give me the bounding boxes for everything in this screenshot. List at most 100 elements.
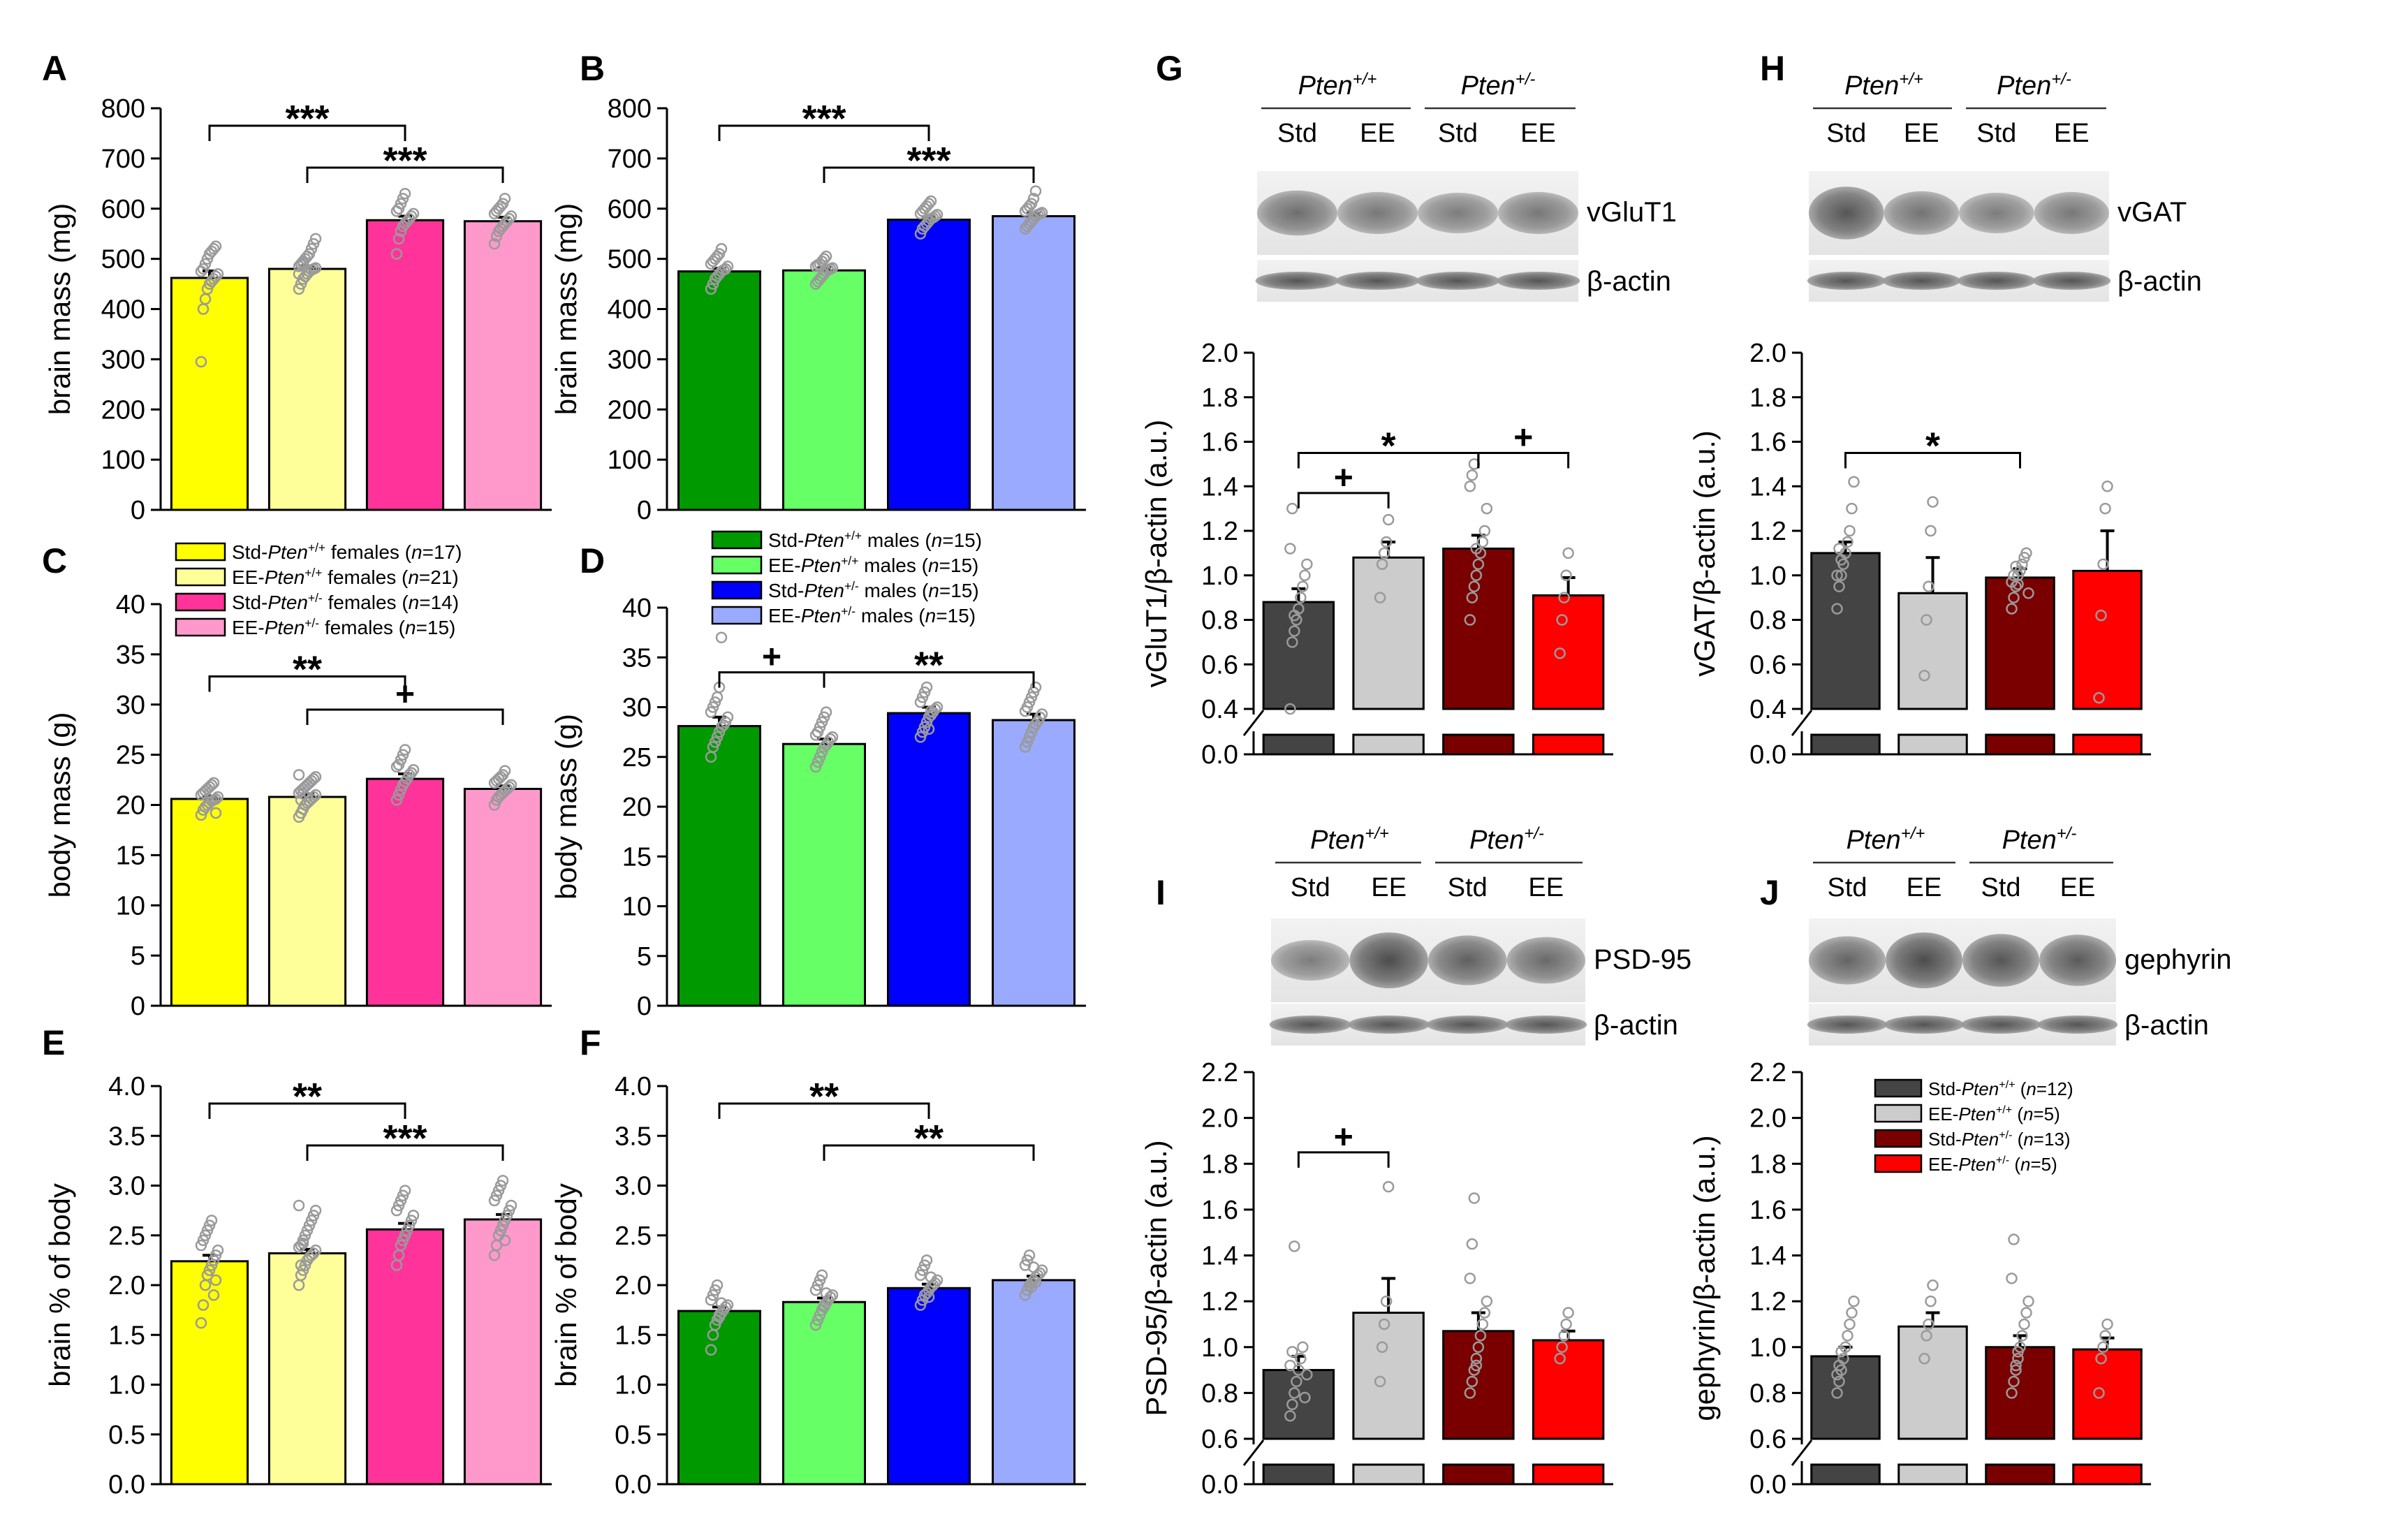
y-tick-label: 0.0 [108,1470,145,1500]
bar [1532,594,1605,710]
legend-entry: EE-Pten+/- (n=5) [1928,1154,2057,1175]
data-point [2016,1330,2028,1342]
y-tick-label: 4.0 [108,1072,145,1101]
data-point [1470,543,1483,555]
legend-swatch [711,580,763,600]
data-point [499,193,511,205]
panel-I: I 0.0 0.6 0.8 1.0 1.2 1.4 1.6 1.8 2.0 2.2 PSD-95/β-… [1140,873,1613,1500]
data-point [920,1254,933,1266]
y-tick-label: 1.4 [1749,472,1786,501]
legend-gene: Pten [267,541,308,563]
data-point [505,779,517,791]
legend-prefix: Std- [1928,1129,1962,1150]
panel-H: H 0.0 0.4 0.6 0.8 1.0 1.2 1.4 1.6 1.8 2.0 vGAT/β-ac… [1688,49,2151,770]
y-tick-label: 1.2 [1201,517,1238,546]
data-point [1289,609,1300,622]
protein-band [1257,190,1337,236]
legend-n-label: n [408,566,419,588]
legend-gene: Pten [1958,1154,1996,1175]
legend-prefix: Std- [768,580,804,601]
y-tick-label: 600 [608,195,652,224]
data-point [1289,1387,1300,1399]
data-point [210,240,222,252]
y-tick-label: 0.0 [1749,740,1786,770]
y-tick-label: 1.0 [615,1371,652,1400]
genotype-name: Pten [1844,71,1899,101]
bar [463,1218,543,1486]
lane-label: EE [2054,119,2090,148]
legend-gene: Pten [1962,1129,1999,1150]
data-point [205,1215,218,1226]
panel-A: A 0 100 200 300 400 500 600 700 800 brain mass (mg… [42,49,552,525]
legend-prefix: EE- [1928,1154,1958,1175]
axis-break-mark [1791,710,1813,736]
legend-n-value: =12) [2036,1078,2073,1099]
legend-entry: Std-Pten+/- females (n=14) [232,591,459,613]
y-tick-label: 1.8 [1749,383,1786,413]
y-tick-label: 2.5 [108,1222,145,1251]
significance-bracket [718,124,930,141]
data-point [1378,1318,1390,1331]
genotype-header: Pten+/- [1997,70,2071,101]
bar [365,219,445,511]
data-point [820,1287,832,1299]
blots-layer: Pten+/+ Pten+/-Std EE Std EEvGluT1β-actinPte… [1255,70,2231,1046]
data-point [1925,1295,1937,1307]
bar-base [1442,733,1515,756]
bar-base [1442,1463,1515,1486]
y-axis-title: brain % of body [43,1183,76,1387]
data-point [1466,592,1478,603]
legend-suffix: females ( [322,566,409,588]
y-tick-label: 40 [116,590,145,620]
data-point [1374,1375,1386,1388]
data-point [1284,1359,1296,1372]
data-point [1293,1364,1305,1376]
axis-break-mark [1242,1439,1265,1466]
significance-label: ** [914,645,944,687]
data-point [307,772,320,785]
bar-base [1262,733,1335,756]
y-tick-label: 1.5 [108,1321,145,1350]
data-point [929,210,941,222]
significance-bracket [306,166,504,183]
y-tick-label: 0.6 [1201,650,1238,680]
data-point [407,763,420,776]
y-tick-label: 25 [622,743,652,772]
data-point [1376,1341,1388,1353]
data-point [1476,536,1489,548]
significance-label: ** [914,1118,944,1159]
legends-layer: Std-Pten+/+ females (n=17)EE-Pten+/+ fem… [175,529,2073,1175]
y-tick-label: 1.4 [1201,472,1238,501]
data-point [297,788,309,800]
blot-loading-label: β-actin [2117,266,2202,297]
legend-entry: EE-Pten+/- males (n=15) [768,604,976,627]
data-point [705,1344,717,1356]
data-point [820,706,832,718]
bar [677,1310,761,1486]
data-point [2097,558,2109,571]
bar [463,220,543,511]
y-tick-label: 600 [101,195,145,224]
protein-band [1884,191,1959,235]
panel-label-J: J [1760,873,1779,912]
genotype-superscript: +/+ [1365,824,1389,843]
panel-label-I: I [1156,873,1166,912]
y-axis-title: brain mass (mg) [43,203,76,415]
data-point [1918,1352,1930,1365]
significance-bracket [208,1102,406,1119]
significance-label: *** [383,1118,427,1159]
protein-band [1959,193,2034,233]
data-point [309,1244,322,1256]
data-point [1923,580,1935,592]
significance-bracket [823,1144,1035,1161]
y-tick-label: 0.4 [1201,695,1238,724]
lane-label: Std [1438,119,1478,148]
protein-band [1428,935,1507,986]
genotype-name: Pten [1847,826,1901,855]
data-point [721,1299,734,1311]
legend-females: Std-Pten+/+ females (n=17)EE-Pten+/+ fem… [175,541,462,638]
panel-J: J 0.0 0.6 0.8 1.0 1.2 1.4 1.6 1.8 2.0 2.2 gephyrin/… [1688,873,2151,1500]
blot-target-label: gephyrin [2124,944,2231,975]
bar-base [2072,733,2143,756]
